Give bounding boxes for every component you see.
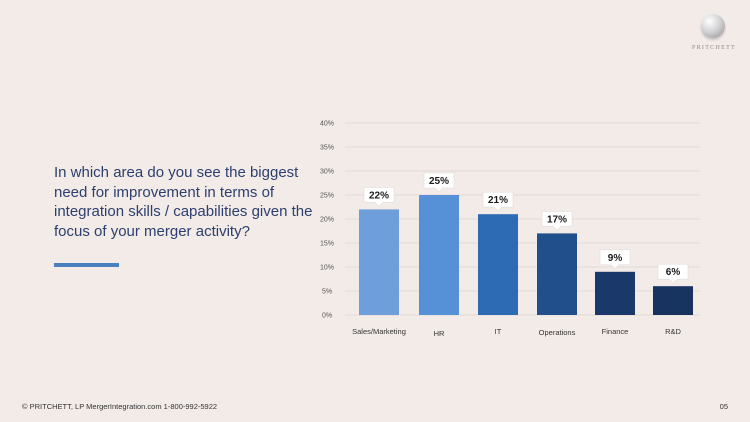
y-axis-ticks: 0% 5% 10% 15% 20% 25% 30% 35% 40% [320,121,334,320]
data-label-callout [599,249,631,270]
y-tick-label: 0% [322,313,332,320]
bar [359,209,399,315]
chart-bars: 22% 25% 21% 17% 9% 6% [359,172,693,315]
footer-copyright: © PRITCHETT, LP MergerIntegration.com 1-… [22,402,218,411]
y-tick-label: 15% [320,241,334,248]
data-label: 9% [608,253,623,264]
x-axis-ticks: Sales/Marketing HR IT Operations Finance R&D [352,327,681,338]
pritchett-logo: PRITCHETT [689,14,739,58]
bar [595,271,635,315]
x-tick-label: Operations [539,328,576,337]
data-label-callout [657,263,689,284]
y-tick-label: 10% [320,265,334,272]
data-label: 6% [666,267,681,278]
x-tick-label: HR [434,329,445,338]
y-tick-label: 35% [320,145,334,152]
data-label: 17% [547,214,567,225]
x-tick-label: Finance [602,327,629,336]
x-tick-label: Sales/Marketing [352,327,406,336]
bar [478,214,518,315]
accent-underline [54,263,119,267]
bar [419,195,459,315]
data-label: 22% [369,190,389,201]
logo-text: PRITCHETT [691,45,737,51]
data-label: 25% [429,176,449,187]
y-tick-label: 30% [320,169,334,176]
y-tick-label: 25% [320,193,334,200]
data-label-callout [363,187,395,207]
x-tick-label: R&D [665,327,681,336]
data-label-callout [423,172,455,193]
y-tick-label: 40% [320,121,334,128]
data-label-callout [482,191,514,212]
y-tick-label: 20% [320,217,334,224]
bar [537,233,577,315]
bar [653,286,693,315]
data-label: 21% [488,195,508,206]
x-tick-label: IT [495,327,502,336]
survey-question: In which area do you see the biggest nee… [54,164,313,240]
y-tick-label: 5% [322,289,332,296]
logo-sphere-icon [701,14,725,38]
page-number: 05 [719,402,728,411]
data-label-callout [541,211,573,231]
chart-gridlines [345,122,700,316]
